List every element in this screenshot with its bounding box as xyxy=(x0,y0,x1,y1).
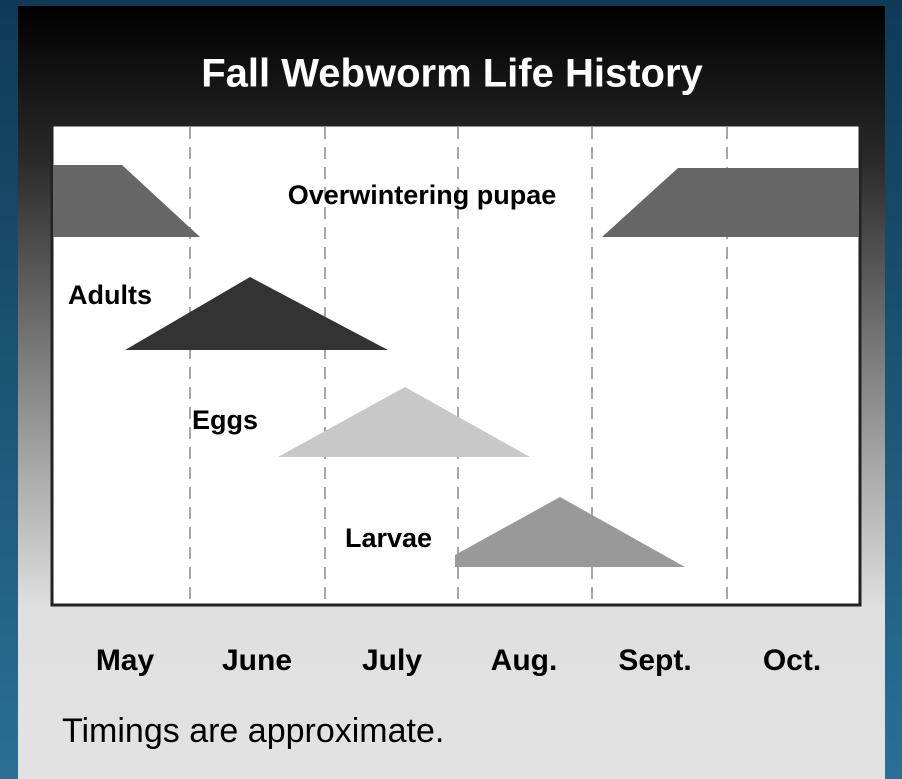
pupae-shape xyxy=(53,165,200,237)
month-label: May xyxy=(96,644,155,677)
month-label: Aug. xyxy=(491,644,558,677)
title: Fall Webworm Life History xyxy=(201,52,703,96)
stage-label: Adults xyxy=(68,280,152,310)
note: Timings are approximate. xyxy=(62,712,444,750)
stage-label: Overwintering pupae xyxy=(288,180,557,210)
stage-label: Larvae xyxy=(345,523,432,553)
pupae-shape xyxy=(602,168,859,237)
adults-shape xyxy=(125,277,388,350)
month-label: July xyxy=(362,644,422,677)
eggs-shape xyxy=(278,387,530,457)
month-label: June xyxy=(222,644,292,677)
larvae-shape xyxy=(455,497,685,567)
stage-label: Eggs xyxy=(192,405,258,435)
month-label: Sept. xyxy=(618,644,691,677)
month-label: Oct. xyxy=(763,644,821,677)
